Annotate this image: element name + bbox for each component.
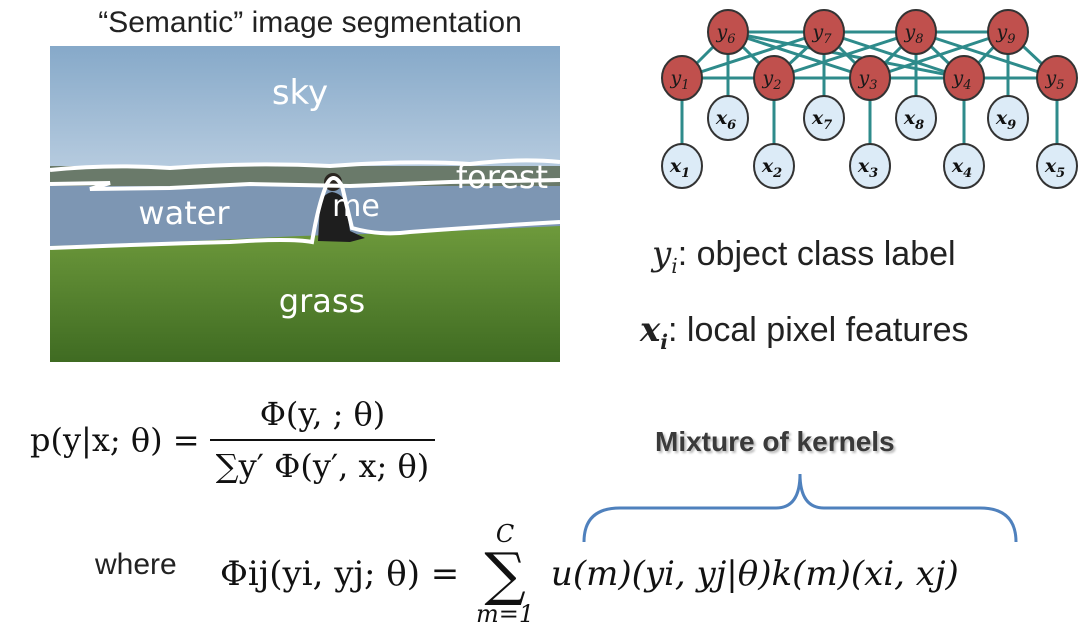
svg-text:x5: x5 <box>1044 155 1065 181</box>
node-y3: y3 <box>849 55 891 101</box>
eq1-numerator: Φ(y, ; θ) <box>209 395 436 441</box>
sum-lower-limit: m=1 <box>476 600 535 628</box>
svg-text:y4: y4 <box>951 67 971 93</box>
crf-graph: y6 y7 y8 y9 y1 y2 y3 y4 y5 x6 x7 x8 x9 x1 x2 x3 x4 x5 <box>661 9 1078 189</box>
eq2-lhs: Φij(yi, yj; θ) = <box>220 554 460 594</box>
node-x3: x3 <box>849 143 891 189</box>
svg-text:y9: y9 <box>995 21 1015 47</box>
svg-text:y2: y2 <box>761 67 781 93</box>
svg-text:y7: y7 <box>811 21 832 47</box>
label-water: water <box>138 194 230 232</box>
node-x6: x6 <box>707 95 749 141</box>
eq2-rhs: u(m)(yi, yj|θ)k(m)(xi, xj) <box>550 554 959 594</box>
node-y5: y5 <box>1036 55 1078 101</box>
legend-y-sub: i <box>671 253 678 278</box>
eq1-fraction: Φ(y, ; θ) ∑y′ Φ(y′, x; θ) <box>209 395 436 485</box>
node-y8: y8 <box>895 9 937 55</box>
node-y4: y4 <box>943 55 985 101</box>
equation-probability: p(y|x; θ) = Φ(y, ; θ) ∑y′ Φ(y′, x; θ) <box>30 395 436 485</box>
legend-x-var: x <box>640 310 661 350</box>
label-me: me <box>332 189 380 224</box>
node-y6: y6 <box>707 9 749 55</box>
label-grass: grass <box>279 282 365 320</box>
svg-text:y8: y8 <box>903 21 923 47</box>
svg-text:x6: x6 <box>715 107 736 133</box>
node-x8: x8 <box>895 95 937 141</box>
svg-text:y6: y6 <box>715 21 735 47</box>
summation-icon: C ∑ m=1 <box>470 520 540 628</box>
node-y9: y9 <box>987 9 1029 55</box>
node-x7: x7 <box>803 95 845 141</box>
legend-x-text: : local pixel features <box>668 311 969 349</box>
node-x4: x4 <box>943 143 985 189</box>
svg-text:y5: y5 <box>1044 67 1064 93</box>
svg-text:x1: x1 <box>669 155 690 181</box>
node-x2: x2 <box>753 143 795 189</box>
segmentation-photo: sky forest water me grass <box>50 46 560 362</box>
svg-text:x2: x2 <box>761 155 782 181</box>
svg-text:x7: x7 <box>811 107 832 133</box>
sum-upper-limit: C <box>495 520 515 548</box>
svg-text:x9: x9 <box>995 107 1016 133</box>
eq1-lhs: p(y|x; θ) = <box>30 421 200 459</box>
legend-y: yi: object class label <box>652 234 956 278</box>
node-y2: y2 <box>753 55 795 101</box>
node-y1: y1 <box>661 55 703 101</box>
where-label: where <box>95 548 177 581</box>
svg-text:x3: x3 <box>857 155 878 181</box>
photo-title: “Semantic” image segmentation <box>98 6 522 39</box>
mixture-of-kernels-label: Mixture of kernels <box>655 426 895 457</box>
label-forest: forest <box>456 158 548 196</box>
node-x1: x1 <box>661 143 703 189</box>
svg-text:x4: x4 <box>951 155 972 181</box>
node-y7: y7 <box>803 9 845 55</box>
svg-text:x8: x8 <box>903 107 924 133</box>
legend-y-var: y <box>652 234 672 274</box>
svg-text:y3: y3 <box>857 67 877 93</box>
legend-y-text: : object class label <box>677 235 956 273</box>
node-x9: x9 <box>987 95 1029 141</box>
brace-icon <box>582 473 1018 543</box>
equation-potential: Φij(yi, yj; θ) = C ∑ m=1 u(m)(yi, yj|θ)k… <box>220 520 959 628</box>
legend-x: xi: local pixel features <box>640 310 969 354</box>
label-sky: sky <box>272 73 328 113</box>
legend-x-sub: i <box>660 329 669 354</box>
node-x5: x5 <box>1036 143 1078 189</box>
graph-nodes: y6 y7 y8 y9 y1 y2 y3 y4 y5 x6 x7 x8 x9 x1 x2 x3 x4 x5 <box>661 9 1078 189</box>
svg-text:y1: y1 <box>669 67 689 93</box>
eq1-denominator: ∑y′ Φ(y′, x; θ) <box>215 447 430 485</box>
